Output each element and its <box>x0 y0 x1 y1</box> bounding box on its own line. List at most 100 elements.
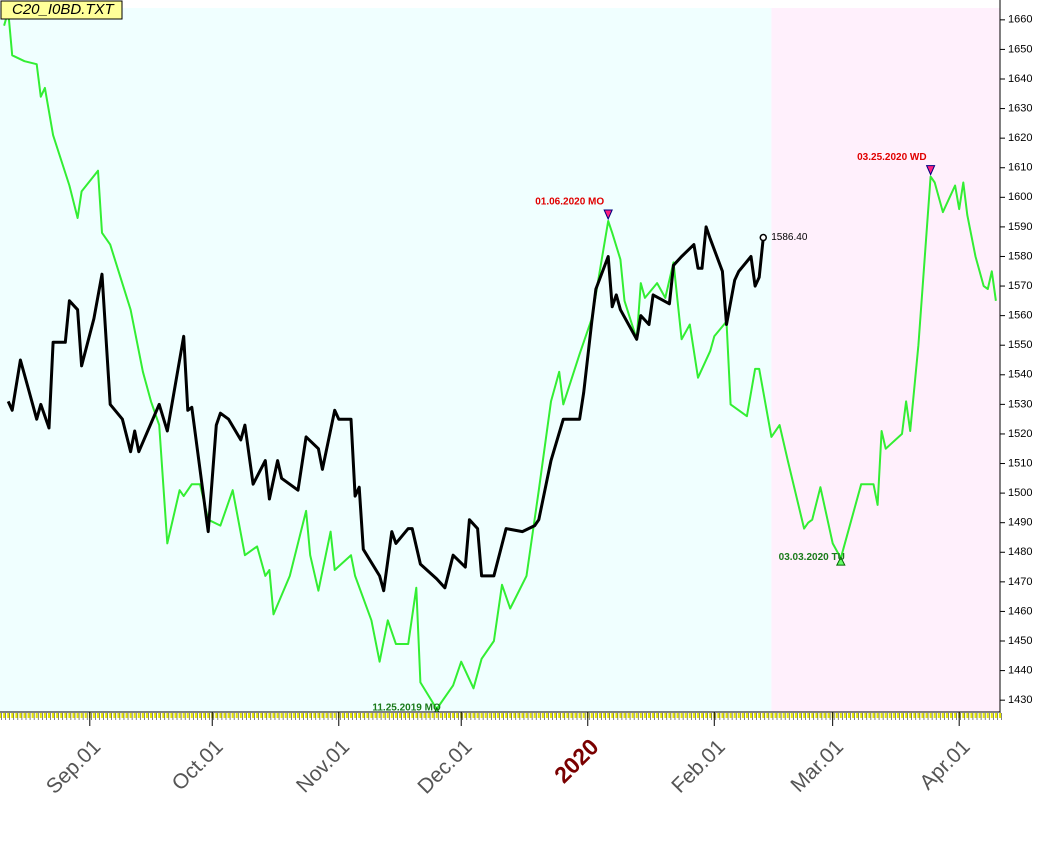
day-tick <box>11 713 14 718</box>
day-tick <box>986 713 989 718</box>
day-tick <box>656 713 659 718</box>
day-tick <box>778 713 781 718</box>
day-tick <box>309 713 312 718</box>
day-tick <box>247 713 250 718</box>
annotation-label: 03.25.2020 WD <box>857 152 927 163</box>
day-tick <box>492 713 495 718</box>
annotation-label: 01.06.2020 MO <box>535 197 604 208</box>
day-tick <box>317 713 320 718</box>
day-tick <box>296 713 299 718</box>
day-tick <box>150 713 153 718</box>
day-tick <box>182 713 185 718</box>
day-tick <box>554 713 557 718</box>
day-tick <box>439 713 442 718</box>
day-tick <box>268 713 271 718</box>
day-tick <box>978 713 981 718</box>
y-tick-label: 1430 <box>1008 694 1032 706</box>
day-tick <box>435 713 438 718</box>
y-tick-label: 1440 <box>1008 664 1032 676</box>
day-tick <box>145 713 148 718</box>
day-tick <box>141 713 144 718</box>
day-tick <box>235 713 238 718</box>
day-tick <box>835 713 838 718</box>
day-tick <box>754 713 757 718</box>
day-tick <box>501 713 504 718</box>
day-tick <box>639 713 642 718</box>
day-tick <box>737 713 740 718</box>
y-tick-label: 1590 <box>1008 221 1032 233</box>
day-tick <box>345 713 348 718</box>
day-tick <box>358 713 361 718</box>
y-tick-label: 1640 <box>1008 73 1032 85</box>
x-tick-label: Apr.01 <box>915 735 974 794</box>
day-tick <box>52 713 55 718</box>
day-tick <box>876 713 879 718</box>
day-tick <box>219 713 222 718</box>
day-tick <box>215 713 218 718</box>
day-tick <box>647 713 650 718</box>
day-tick <box>382 713 385 718</box>
day-tick <box>158 713 161 718</box>
day-tick <box>411 713 414 718</box>
x-tick-label: 2020 <box>549 733 604 788</box>
day-tick <box>305 713 308 718</box>
day-tick <box>603 713 606 718</box>
day-tick <box>76 713 79 718</box>
day-tick <box>170 713 173 718</box>
x-tick-label: Nov.01 <box>292 735 354 797</box>
day-tick <box>672 713 675 718</box>
day-tick <box>680 713 683 718</box>
day-tick <box>880 713 883 718</box>
day-tick <box>154 713 157 718</box>
day-tick <box>733 713 736 718</box>
day-tick <box>570 713 573 718</box>
day-tick <box>362 713 365 718</box>
day-tick <box>321 713 324 718</box>
day-tick <box>284 713 287 718</box>
day-tick <box>758 713 761 718</box>
day-tick <box>696 713 699 718</box>
annotation-marker <box>836 556 846 566</box>
day-tick <box>15 713 18 718</box>
annotation-marker <box>603 209 613 221</box>
day-tick <box>43 713 46 718</box>
day-tick <box>378 713 381 718</box>
day-tick <box>243 713 246 718</box>
day-tick <box>443 713 446 718</box>
y-tick-label: 1610 <box>1008 162 1032 174</box>
day-tick <box>615 713 618 718</box>
region <box>771 8 1000 712</box>
day-tick <box>370 713 373 718</box>
day-tick <box>692 713 695 718</box>
day-tick <box>276 713 279 718</box>
day-tick <box>909 713 912 718</box>
day-tick <box>19 713 22 718</box>
day-tick <box>619 713 622 718</box>
day-tick <box>56 713 59 718</box>
day-tick <box>513 713 516 718</box>
day-tick <box>484 713 487 718</box>
day-tick <box>994 713 997 718</box>
day-tick <box>905 713 908 718</box>
annotation-label: 1586.40 <box>771 232 808 243</box>
day-tick <box>917 713 920 718</box>
day-tick <box>92 713 95 718</box>
y-tick-label: 1510 <box>1008 457 1032 469</box>
day-tick <box>129 713 132 718</box>
day-tick <box>525 713 528 718</box>
background <box>0 8 1000 712</box>
day-tick <box>558 713 561 718</box>
day-tick <box>819 713 822 718</box>
day-tick <box>468 713 471 718</box>
day-tick <box>264 713 267 718</box>
day-tick <box>186 713 189 718</box>
day-tick <box>47 713 50 718</box>
day-tick <box>101 713 104 718</box>
day-tick <box>452 713 455 718</box>
day-tick <box>803 713 806 718</box>
day-tick <box>227 713 230 718</box>
day-tick <box>350 713 353 718</box>
day-tick <box>941 713 944 718</box>
day-tick <box>925 713 928 718</box>
